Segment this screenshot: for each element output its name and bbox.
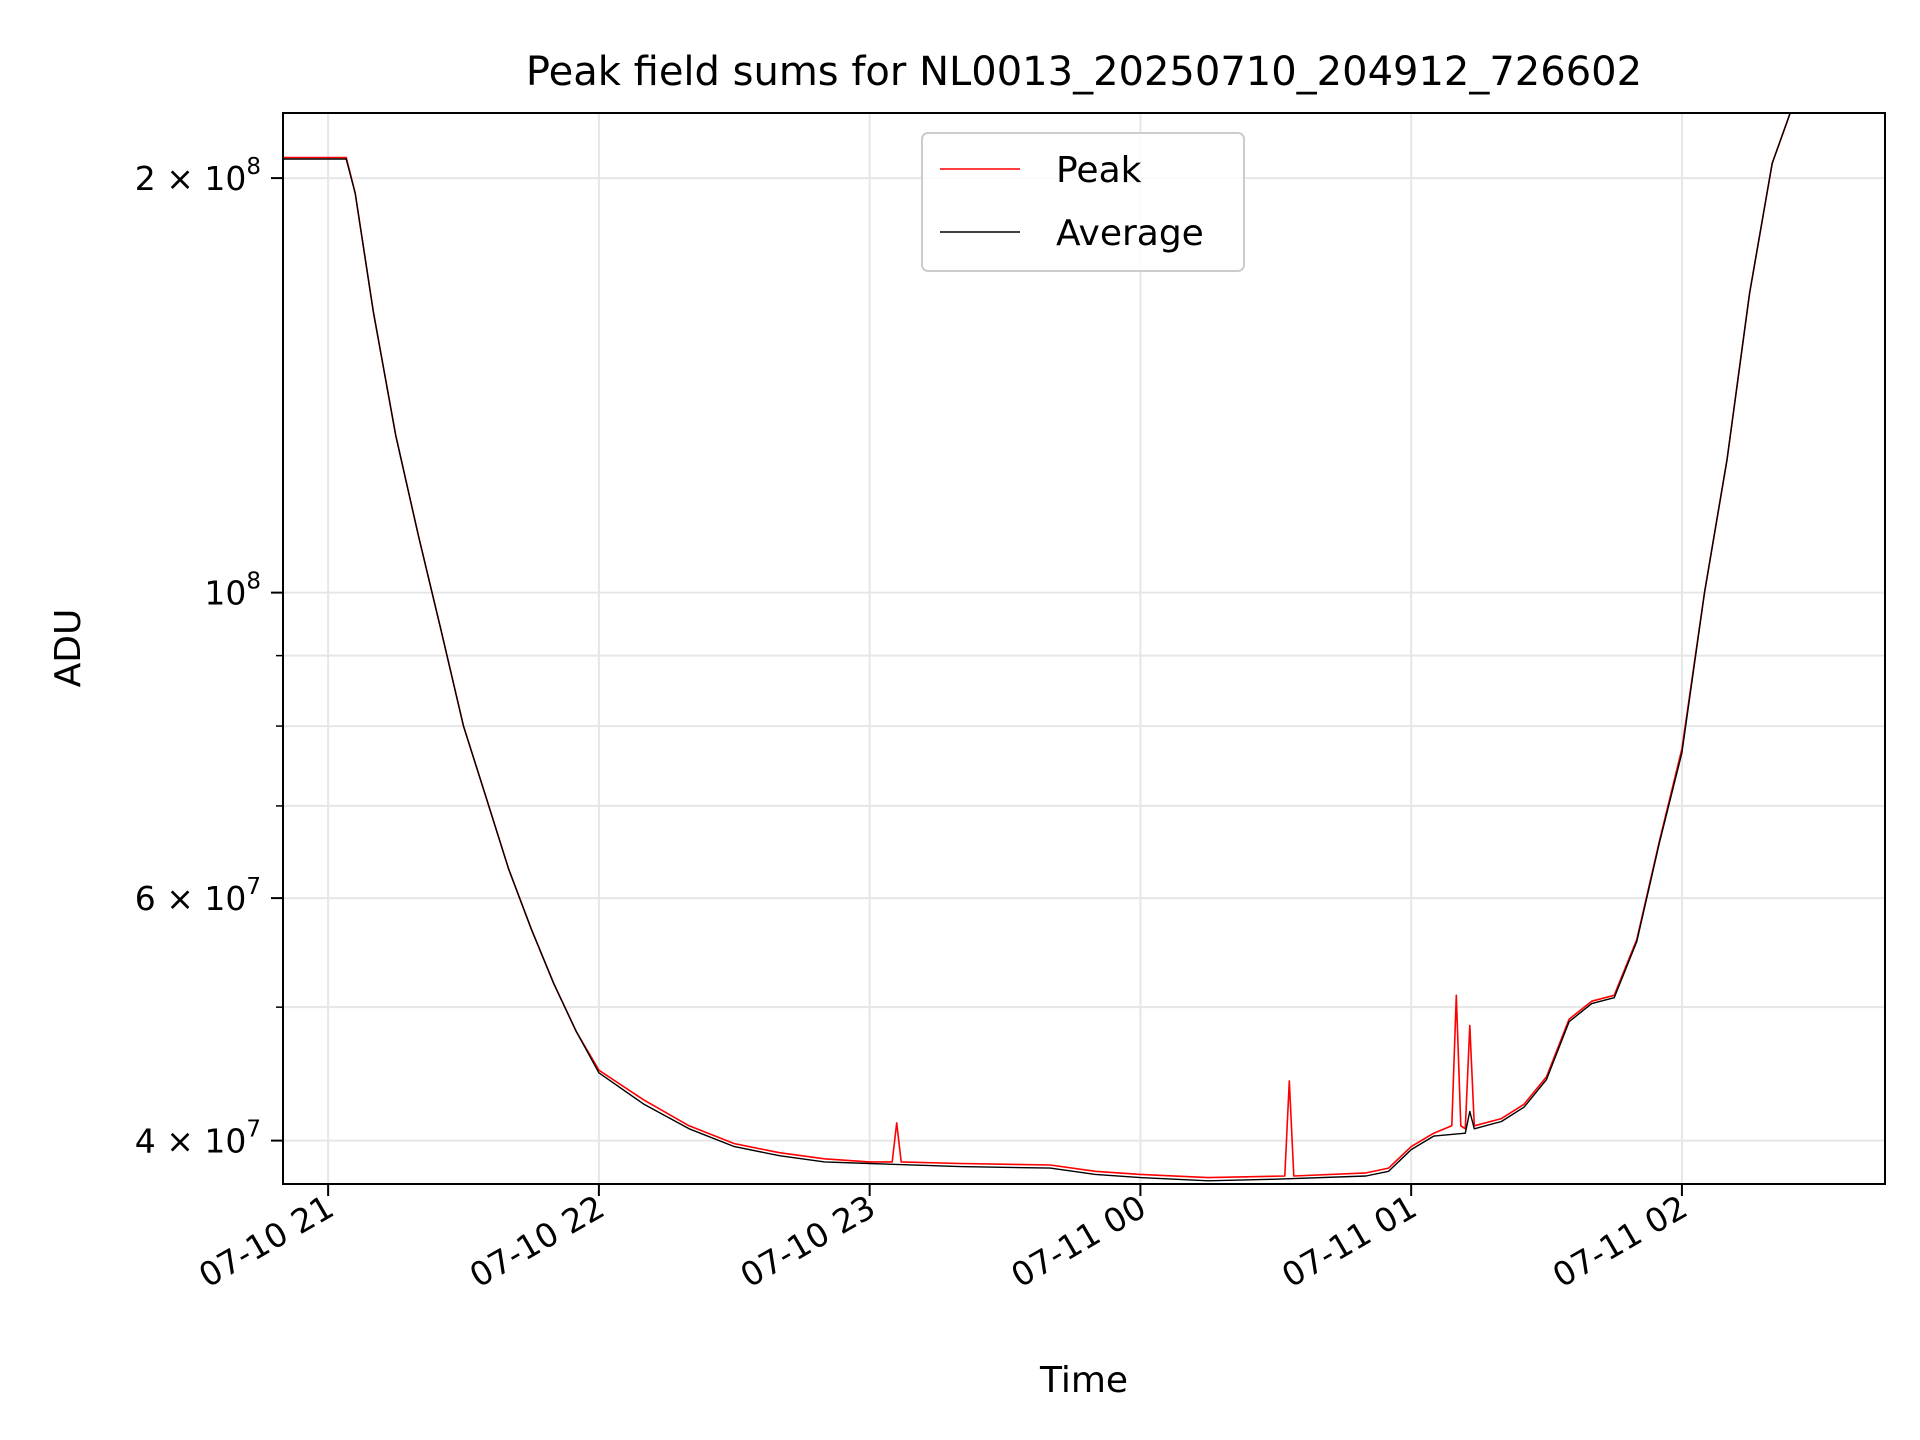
y-tick-base: 4 × 10 <box>135 1122 247 1161</box>
legend: Peak Average <box>921 132 1245 272</box>
chart-title: Peak field sums for NL0013_20250710_2049… <box>526 49 1642 95</box>
x-axis-label: Time <box>1039 1360 1128 1401</box>
y-tick-base: 6 × 10 <box>135 879 247 918</box>
legend-label-peak: Peak <box>1056 150 1142 191</box>
y-tick-label: 108 <box>204 569 261 613</box>
y-tick-label: 6 × 107 <box>135 874 261 918</box>
y-tick-exponent: 8 <box>246 154 261 180</box>
y-tick-label: 2 × 108 <box>135 154 261 198</box>
series-layer <box>283 113 1791 1182</box>
y-tick-base: 2 × 10 <box>135 159 247 198</box>
y-tick-exponent: 7 <box>246 874 261 900</box>
y-tick-exponent: 8 <box>246 569 261 595</box>
y-tick-base: 10 <box>204 574 246 613</box>
legend-label-average: Average <box>1056 213 1204 254</box>
legend-box <box>921 132 1245 272</box>
y-tick-exponent: 7 <box>246 1117 261 1143</box>
y-axis-label: ADU <box>48 609 89 688</box>
series-line-average <box>283 113 1791 1182</box>
y-tick-label: 4 × 107 <box>135 1117 261 1161</box>
plot-frame <box>282 112 1886 1185</box>
